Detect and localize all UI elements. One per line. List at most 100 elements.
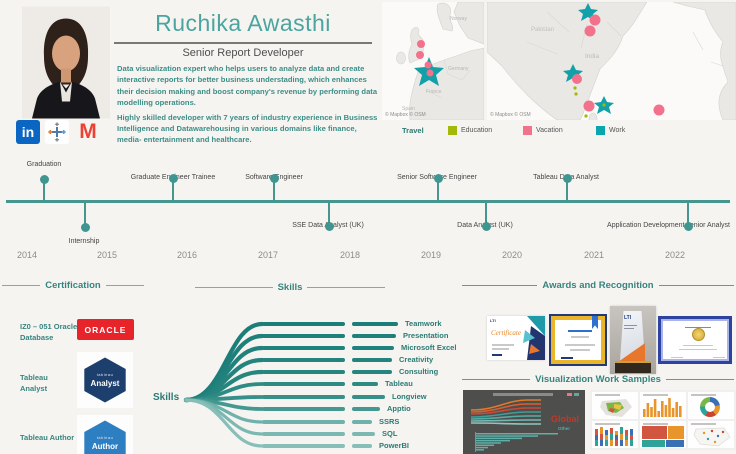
skill-level-bar[interactable] <box>352 358 392 362</box>
certificate-signature <box>561 357 573 359</box>
skill-level-bar[interactable] <box>352 322 398 326</box>
tableau-icon[interactable] <box>45 120 69 144</box>
timeline-dot[interactable] <box>269 173 279 183</box>
timeline-stem <box>172 178 174 203</box>
skill-level-bar[interactable] <box>352 382 378 386</box>
timeline-dot[interactable] <box>433 173 443 183</box>
skill-flow-bar <box>262 407 345 411</box>
certificate-text-line <box>713 357 725 358</box>
certificate-text-line <box>671 357 683 358</box>
skill-level-bar[interactable] <box>352 334 396 338</box>
skill-flow-bar <box>262 382 345 386</box>
treemap-cell <box>668 426 684 439</box>
travel-map-india[interactable]: Pakistan India © Mapbox © OSM <box>486 1 736 126</box>
skill-level-bar[interactable] <box>352 395 385 399</box>
certification-header: Certification <box>2 280 144 291</box>
skill-label: SQL <box>382 429 398 438</box>
travel-map-europe[interactable]: Norway Germany France Spain © Mapbox © O… <box>382 1 485 121</box>
timeline-year: 2019 <box>420 250 442 260</box>
skill-label: Presentation <box>403 331 449 340</box>
certification-label-analyst: Tableau Analyst <box>20 373 48 393</box>
timeline-year: 2018 <box>339 250 361 260</box>
skill-flow-bar <box>262 444 345 448</box>
timeline-year: 2020 <box>501 250 523 260</box>
education-marker[interactable] <box>574 92 578 96</box>
skill-level-bar[interactable] <box>352 420 372 424</box>
skill-level-bar[interactable] <box>352 432 375 436</box>
vacation-marker[interactable] <box>572 74 582 84</box>
timeline-dot[interactable] <box>324 221 334 231</box>
award-lti-trophy[interactable]: LTI <box>610 306 656 374</box>
award-certificate-framed[interactable] <box>549 314 607 366</box>
skills-header: Skills <box>195 282 386 293</box>
header-line <box>462 379 531 380</box>
certificate-title: Certificate <box>491 329 521 337</box>
timeline-dot[interactable] <box>562 173 572 183</box>
education-marker[interactable] <box>573 86 577 90</box>
certificate-heading-line <box>568 330 592 332</box>
vacation-marker[interactable] <box>583 100 595 112</box>
panel-title-bar <box>595 423 621 425</box>
vacation-marker[interactable] <box>584 25 596 37</box>
work-sample-light-dashboard[interactable] <box>590 390 736 450</box>
map-attribution: © Mapbox © OSM <box>490 112 531 118</box>
legend-item-education[interactable]: Education <box>448 126 492 135</box>
vacation-marker[interactable] <box>426 69 434 77</box>
badge-brand: tableau <box>96 372 114 377</box>
tableau-logo-glyph <box>48 122 66 142</box>
timeline-event-label: Graduation <box>26 161 62 168</box>
award-certificate-lti[interactable]: LTI Certificate <box>487 316 545 360</box>
map-label-pakistan: Pakistan <box>531 27 554 33</box>
panel-treemap <box>640 421 686 448</box>
skill-level-bar[interactable] <box>352 407 380 411</box>
legend-label: Vacation <box>536 127 563 134</box>
header-line <box>665 379 734 380</box>
timeline-dot[interactable] <box>168 173 178 183</box>
vacation-marker[interactable] <box>416 51 424 59</box>
education-marker[interactable] <box>602 103 606 107</box>
timeline-dot[interactable] <box>39 174 49 184</box>
skill-label: Microsoft Excel <box>401 343 457 352</box>
timeline-dot[interactable] <box>80 222 90 232</box>
europe-map-canvas: Norway Germany France Spain <box>396 1 485 121</box>
timeline-dot[interactable] <box>481 221 491 231</box>
legend-item-vacation[interactable]: Vacation <box>523 126 563 135</box>
skill-level-bar[interactable] <box>352 444 372 448</box>
timeline-dot[interactable] <box>683 221 693 231</box>
map-label-france: France <box>426 89 442 95</box>
certification-header-text: Certification <box>45 280 101 291</box>
vacation-marker[interactable] <box>653 104 665 116</box>
skill-level-bar[interactable] <box>352 370 392 374</box>
badge-text: Author <box>91 442 119 451</box>
legend-item-work[interactable]: Work <box>596 126 625 135</box>
timeline-stem <box>273 178 275 203</box>
skills-header-text: Skills <box>277 282 303 293</box>
panel-title-bar <box>691 394 717 396</box>
legend-title: Travel <box>402 126 424 135</box>
vacation-swatch <box>523 126 532 135</box>
timeline-event-label: Application Development senior Analyst <box>607 222 730 229</box>
trophy-text-line <box>624 325 637 326</box>
vacation-marker[interactable] <box>417 40 425 48</box>
education-marker[interactable] <box>584 114 588 118</box>
panel-bar-chart <box>640 392 686 419</box>
header-line <box>195 287 273 288</box>
timeline-stem <box>328 203 330 226</box>
gmail-icon[interactable]: M <box>79 120 97 143</box>
vacation-marker[interactable] <box>424 61 432 69</box>
award-certificate-blue[interactable] <box>658 316 732 364</box>
header-line <box>307 287 386 288</box>
samples-header: Visualization Work Samples <box>462 374 734 385</box>
vacation-marker[interactable] <box>589 14 601 26</box>
work-sample-dark-dashboard[interactable]: Global Other <box>463 390 585 454</box>
lti-brand: LTI <box>490 318 496 323</box>
panel-title-bar <box>595 394 621 396</box>
timeline-stem <box>84 203 86 227</box>
samples-header-text: Visualization Work Samples <box>535 374 661 385</box>
skill-flow-bar <box>262 322 345 326</box>
skills-flow-curves <box>183 321 265 448</box>
skill-level-bar[interactable] <box>352 346 394 350</box>
summary-paragraph-1: Data visualization expert who helps user… <box>117 64 378 108</box>
linkedin-icon[interactable]: in <box>16 120 40 144</box>
treemap-cell <box>642 426 667 439</box>
